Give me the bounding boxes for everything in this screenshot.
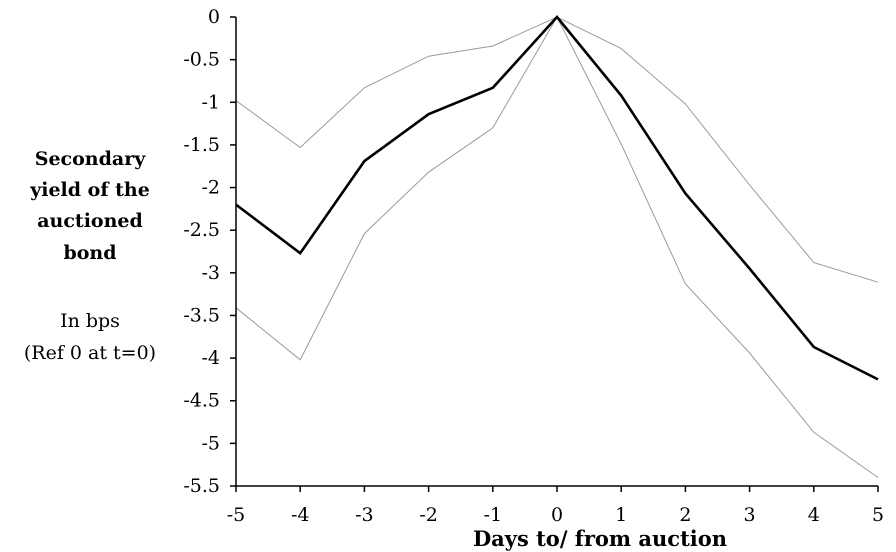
x-tick-label: 4 — [808, 504, 820, 526]
x-axis-label: Days to/ from auction — [473, 526, 727, 551]
series-line-band — [235, 16, 879, 283]
series-line-mean — [235, 15, 879, 381]
y-axis-unit-line-1: In bps — [60, 310, 120, 332]
y-tick-label: -5.5 — [183, 475, 220, 497]
y-axis-label-line-4: bond — [63, 242, 116, 264]
y-ticks: 0 -0.5 -1 -1.5 -2 -2.5 -3 -3.5 -4 -4.5 -5 -5.5 — [183, 6, 236, 497]
y-axis-label-line-3: auctioned — [37, 210, 143, 232]
x-tick-label: -2 — [419, 504, 438, 526]
x-tick-label: -3 — [355, 504, 374, 526]
x-tick-label: -4 — [291, 504, 310, 526]
y-tick-label: -2 — [201, 177, 220, 199]
x-tick-label: 1 — [615, 504, 627, 526]
y-tick-label: -1.5 — [183, 134, 220, 156]
y-tick-label: -1 — [201, 91, 220, 113]
y-tick-label: -3.5 — [183, 304, 220, 326]
x-tick-label: 0 — [551, 504, 563, 526]
x-tick-label: 2 — [679, 504, 691, 526]
series-line-band — [235, 15, 879, 478]
x-tick-label: -1 — [484, 504, 503, 526]
series-layer — [235, 15, 879, 478]
y-axis-unit-line-2: (Ref 0 at t=0) — [24, 342, 156, 364]
x-tick-label: 3 — [744, 504, 756, 526]
x-tick-label: -5 — [227, 504, 246, 526]
y-axis-label-line-2: yield of the — [29, 179, 150, 201]
y-axis-label-line-1: Secondary — [35, 148, 146, 170]
y-tick-label: 0 — [208, 6, 220, 28]
x-tick-label: 5 — [872, 504, 884, 526]
x-ticks: -5 -4 -3 -2 -1 0 1 2 3 4 5 — [227, 486, 884, 526]
y-tick-label: -4.5 — [183, 390, 220, 412]
y-tick-label: -0.5 — [183, 49, 220, 71]
y-tick-label: -5 — [201, 432, 220, 454]
y-tick-label: -3 — [201, 262, 220, 284]
y-tick-label: -4 — [201, 347, 220, 369]
y-tick-label: -2.5 — [183, 219, 220, 241]
